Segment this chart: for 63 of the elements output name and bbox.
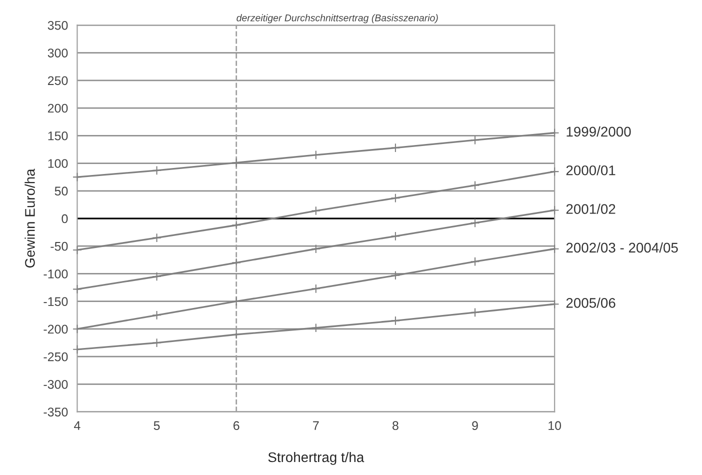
point (470, 256, 480, 266)
series-label: 2005/06 (566, 298, 616, 308)
series-label: 2002/03 - 2004/05 (566, 242, 678, 253)
x-axis-title: Strohertrag t/ha (268, 452, 364, 465)
point (152, 272, 162, 282)
point (152, 233, 162, 243)
y-tick-label: 200 (48, 104, 68, 113)
y-tick-label: 250 (48, 76, 68, 86)
point (390, 143, 400, 152)
point (72, 344, 82, 354)
series-label: 2001/02 (566, 204, 616, 214)
x-tick-label: 5 (154, 421, 160, 430)
ref-line-label: derzeitiger Durchschnittsertrag (Basisszenario) (236, 14, 438, 24)
point (550, 206, 560, 215)
y-tick-label: 350 (48, 20, 68, 30)
point (232, 158, 242, 168)
y-axis-title: Gewinn Euro/ha (24, 168, 35, 268)
point (470, 180, 480, 190)
x-tick-label: 9 (472, 421, 478, 430)
point (72, 172, 82, 182)
y-tick-label: 300 (48, 48, 68, 58)
y-tick-label: -250 (44, 352, 68, 362)
point (550, 299, 560, 309)
point (470, 218, 480, 228)
point (550, 128, 560, 138)
point (72, 284, 82, 294)
point (550, 244, 560, 254)
point (152, 166, 162, 176)
point (72, 324, 82, 334)
point (232, 296, 242, 306)
x-tick-label: 7 (313, 421, 319, 430)
point (152, 338, 162, 348)
y-tick-label: 150 (48, 131, 68, 140)
point (470, 135, 480, 145)
point (311, 244, 321, 254)
point (311, 284, 321, 294)
x-tick-label: 6 (234, 421, 240, 430)
y-tick-label: -300 (44, 380, 68, 389)
point (232, 258, 242, 268)
x-tick-label: 8 (392, 421, 398, 430)
point (232, 220, 242, 230)
point (390, 231, 400, 241)
y-tick-label: 100 (48, 159, 68, 168)
y-tick-label: 50 (54, 186, 68, 196)
y-tick-label: -150 (44, 297, 68, 306)
point (390, 316, 400, 326)
point (72, 245, 82, 255)
point (390, 270, 400, 280)
y-tick-label: -350 (44, 408, 68, 416)
point (152, 310, 162, 320)
point (311, 323, 321, 333)
y-tick-label: -50 (50, 242, 68, 251)
point (390, 193, 400, 203)
point (470, 308, 480, 318)
x-tick-label: 10 (548, 421, 562, 430)
y-tick-label: -100 (44, 270, 68, 278)
point (550, 166, 560, 176)
point (311, 206, 321, 216)
x-tick-label: 4 (74, 421, 80, 430)
y-tick-label: -200 (44, 324, 68, 334)
series-label: 2000/01 (566, 165, 616, 176)
series-label: 1999/2000 (566, 126, 631, 137)
y-tick-label: 0 (62, 214, 68, 224)
